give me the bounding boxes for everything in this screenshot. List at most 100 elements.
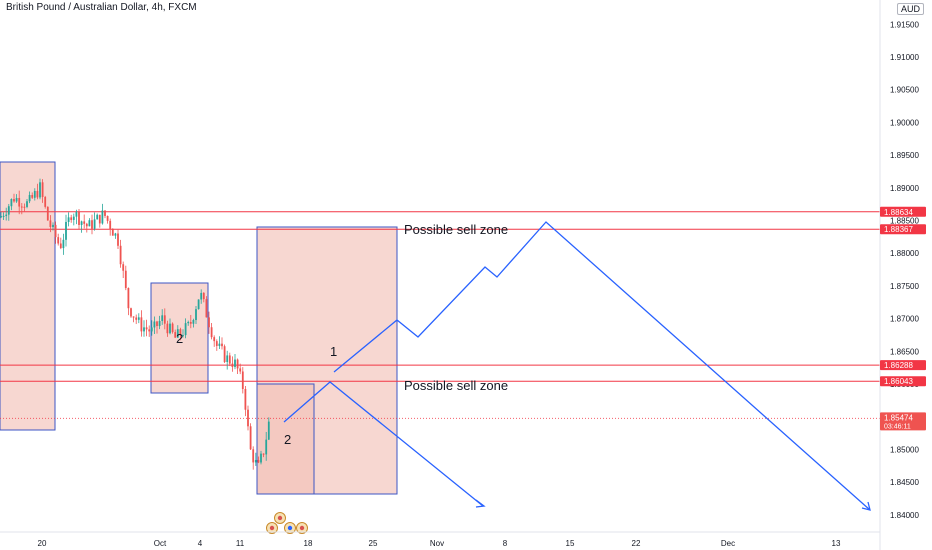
candle-body [202,292,205,300]
candle-body [18,197,21,207]
candle-body [135,317,138,320]
candle-body [33,190,36,198]
candle-body [83,221,86,224]
candle-body [98,214,101,224]
candle-body [179,329,182,336]
annotation-label-2: Possible sell zone [404,378,508,393]
candle-body [75,211,78,217]
candle-body [166,323,169,334]
candle-body [49,220,52,228]
candle-body [109,220,112,230]
candle-body [62,239,65,249]
candle-body [262,453,265,455]
price-tick-label: 1.85000 [890,445,919,454]
candle-body [257,459,260,463]
price-tick-label: 1.84500 [890,478,919,487]
candle-body [205,299,208,318]
candle-body [215,341,218,346]
candle-body [244,389,247,410]
time-axis[interactable]: 20 Oct 4 11 18 25 Nov 8 15 22 Dec 13 [38,539,841,548]
zones-layer [0,161,398,495]
time-tick-label: Nov [430,539,444,548]
candle-body [158,320,161,327]
last-price-label: 1.85474 [884,413,913,422]
candle-body [65,221,67,240]
arrow-head-main [861,501,871,511]
level-badge-4 [880,376,926,387]
events-layer [266,512,308,534]
candle-body [143,327,145,332]
time-tick-label: 8 [503,539,508,548]
candle-body [106,215,109,221]
chart-title: British Pound / Australian Dollar, 4h, F… [6,2,197,13]
last-price-badge [880,412,926,431]
time-tick-label: 25 [369,539,378,548]
candle-body [2,215,5,217]
candle-body [67,217,70,222]
countdown-label: 03:46:11 [884,423,911,430]
event-flag-icon-dot [287,525,293,531]
event-flag-icon-dot [277,515,283,521]
candle-body [132,316,135,318]
candle-body [226,355,229,362]
annotation-label-1: Possible sell zone [404,222,508,237]
event-flag-icon-dot [269,525,275,531]
candle-body [156,321,158,327]
price-tick-label: 1.88500 [890,217,919,226]
arrow-head-short [475,499,486,508]
candle-body [182,335,184,337]
candle-body [44,196,47,207]
candle-body [117,233,119,246]
price-tick-label: 1.89500 [890,151,919,160]
candle-body [59,243,62,249]
price-axis[interactable]: 1.91500 1.91000 1.90500 1.90000 1.89500 1.890… [890,20,919,519]
candle-body [0,215,2,218]
candle-body [213,337,216,342]
candle-body [119,245,122,265]
level-badge-1 [880,206,926,217]
time-tick-label: Dec [721,539,735,548]
candle-body [228,355,231,364]
candle-body [145,327,148,330]
price-tick-label: 1.87000 [890,315,919,324]
time-tick-label: 18 [304,539,313,548]
candle-body [148,329,151,332]
candle-body [88,220,91,227]
candle-body [20,206,23,208]
price-tick-label: 1.84000 [890,511,919,520]
candle-body [184,323,187,336]
candle-body [221,343,223,347]
candle-body [54,224,57,238]
level-badge-2 [880,224,926,235]
price-tick-label: 1.87500 [890,282,919,291]
candle-body [171,323,174,333]
price-tick-label: 1.90000 [890,118,919,127]
candle-body [236,359,239,369]
candle-body [124,270,127,289]
plot-area[interactable] [0,0,880,550]
candle-body [127,288,130,309]
candle-body [187,321,190,324]
candle-body [161,315,164,321]
candle-body [200,292,203,300]
candle-body [93,219,96,229]
candle-body [195,309,197,321]
candle-body [78,211,80,225]
candle-body [130,308,132,317]
candle-body [85,223,88,227]
candle-body [70,217,73,220]
candle-body [101,210,104,224]
level-badge-label: 1.88634 [884,208,913,217]
price-tick-label: 1.91000 [890,53,919,62]
candle-body [252,449,255,463]
candle-body [192,320,195,324]
candle-body [104,210,106,216]
candle-body [96,214,99,220]
annotations-layer: Possible sell zone Possible sell zone 2 1 2 [176,222,508,447]
currency-badge[interactable]: AUD [896,3,924,15]
price-tick-label: 1.90500 [890,86,919,95]
time-tick-label: 4 [198,539,203,548]
candle-body [260,453,262,463]
projection-path-main [333,221,871,511]
